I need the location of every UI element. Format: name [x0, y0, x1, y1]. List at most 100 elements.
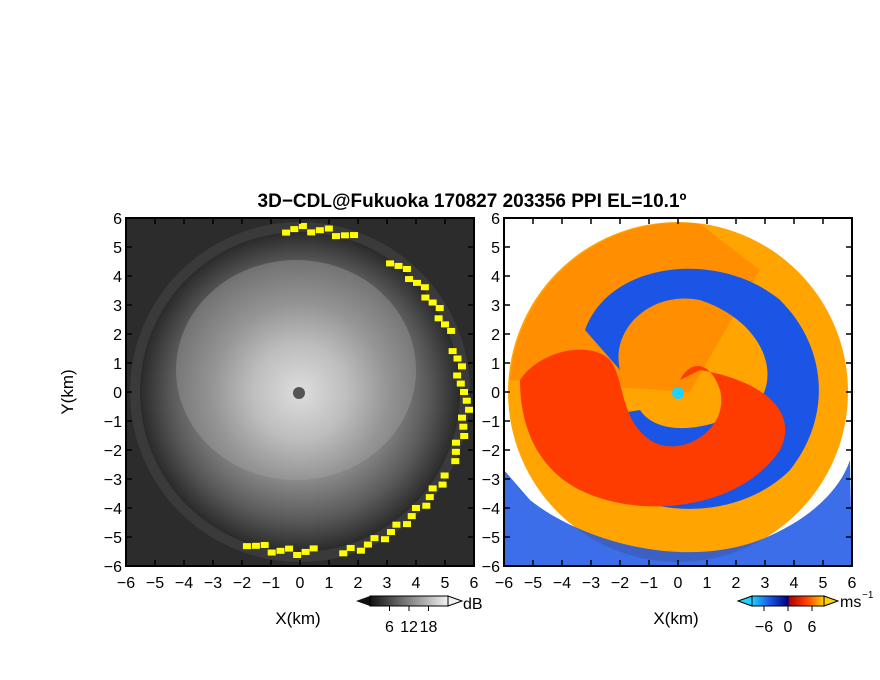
right-heatmap — [504, 218, 852, 566]
left-colorbar-ticks: 6 12 18 — [385, 606, 438, 636]
highlight-cell — [290, 226, 299, 233]
highlight-cell — [282, 229, 291, 236]
x-tick-label: 0 — [674, 575, 683, 592]
highlight-cell — [457, 363, 466, 370]
highlight-cell — [420, 284, 429, 291]
highlight-cell — [405, 276, 414, 283]
highlight-cell — [392, 521, 401, 528]
x-tick-label: 5 — [819, 575, 828, 592]
x-tick-label: −5 — [524, 575, 542, 592]
highlight-cell — [440, 472, 449, 479]
highlight-cell — [285, 545, 294, 552]
left-panel: −6 −5 −4 −3 −2 −1 0 1 2 3 4 5 6 6 5 4 3 2 1 0 −1 −2 −3 −4 −5 −6 X… — [58, 211, 479, 628]
left-colorbar: 6 12 18 dB — [356, 595, 483, 636]
x-tick-label: 1 — [703, 575, 712, 592]
y-tick-label: 0 — [491, 385, 500, 402]
highlight-cell — [339, 550, 348, 557]
highlight-cell — [363, 541, 372, 548]
y-tick-label: −4 — [104, 501, 122, 518]
highlight-cell — [435, 305, 444, 312]
highlight-cell — [462, 397, 471, 404]
y-tick-label: 5 — [113, 240, 122, 257]
highlight-cell — [260, 541, 269, 548]
x-tick-label: −2 — [233, 575, 251, 592]
highlight-cell — [276, 547, 285, 554]
highlight-cell — [309, 545, 318, 552]
y-tick-label: 3 — [491, 298, 500, 315]
y-tick-label: −5 — [482, 530, 500, 547]
highlight-cell — [421, 294, 430, 301]
right-axes: −6 −5 −4 −3 −2 −1 0 1 2 3 4 5 6 6 5 4 3 2 1 0 −1 −2 −3 −4 −5 −6 — [482, 211, 857, 592]
highlight-cell — [457, 414, 466, 421]
highlight-cell — [441, 321, 450, 328]
highlight-cell — [386, 260, 395, 267]
colorbar-tick-label: 6 — [385, 619, 394, 636]
highlight-cell — [301, 548, 310, 555]
left-colorbar-low-arrow — [356, 596, 370, 606]
left-y-axis-label: Y(km) — [58, 369, 77, 414]
highlight-cell — [370, 535, 379, 542]
left-highlight-arc — [242, 223, 474, 558]
left-colorbar-high-arrow — [447, 595, 464, 607]
highlight-cell — [356, 547, 365, 554]
x-tick-label: 6 — [848, 575, 857, 592]
colorbar-tick-label: 6 — [808, 619, 817, 636]
right-x-axis-label: X(km) — [653, 609, 698, 628]
right-panel: −6 −5 −4 −3 −2 −1 0 1 2 3 4 5 6 6 5 4 3 2 1 0 −1 −2 −3 −4 −5 −6 X… — [482, 211, 857, 628]
x-tick-label: 3 — [383, 575, 392, 592]
highlight-cell — [293, 551, 302, 558]
colorbar-tick-label: −6 — [755, 619, 773, 636]
highlight-cell — [448, 348, 457, 355]
right-positive-velocity — [520, 349, 786, 507]
highlight-cell — [381, 536, 389, 543]
right-colorbar: −6 0 6 ms −1 — [736, 590, 874, 636]
x-tick-label: −2 — [611, 575, 629, 592]
x-tick-label: −3 — [204, 575, 222, 592]
x-tick-label: 0 — [296, 575, 305, 592]
y-tick-label: −4 — [482, 501, 500, 518]
y-tick-label: −2 — [482, 443, 500, 460]
x-tick-label: 2 — [354, 575, 363, 592]
highlight-cell — [465, 406, 474, 413]
highlight-cell — [451, 439, 460, 446]
x-tick-label: −3 — [582, 575, 600, 592]
highlight-cell — [298, 223, 307, 230]
x-tick-label: 4 — [790, 575, 799, 592]
y-tick-label: 6 — [491, 211, 500, 228]
highlight-cell — [428, 299, 437, 306]
highlight-cell — [447, 327, 456, 334]
x-tick-label: −4 — [175, 575, 193, 592]
x-tick-label: −6 — [495, 575, 513, 592]
highlight-cell — [407, 513, 416, 520]
highlight-cell — [386, 529, 395, 536]
right-colorbar-ramp — [751, 595, 825, 607]
x-tick-label: 4 — [412, 575, 421, 592]
y-tick-label: −3 — [482, 472, 500, 489]
right-colorbar-unit: ms — [840, 594, 861, 611]
left-bright-core — [176, 260, 416, 480]
right-colorbar-ticks: −6 0 6 — [755, 606, 817, 636]
y-tick-label: 0 — [113, 385, 122, 402]
x-tick-label: 5 — [441, 575, 450, 592]
highlight-cell — [451, 448, 460, 455]
highlight-cell — [460, 432, 469, 439]
y-tick-label: −2 — [104, 443, 122, 460]
y-tick-label: 6 — [113, 211, 122, 228]
highlight-cell — [438, 481, 447, 488]
highlight-cell — [350, 232, 359, 239]
highlight-cell — [340, 232, 349, 239]
highlight-cell — [460, 389, 468, 395]
right-colorbar-high-arrow — [823, 595, 840, 607]
y-tick-label: 2 — [491, 327, 500, 344]
highlight-cell — [242, 543, 251, 550]
x-tick-label: −5 — [146, 575, 164, 592]
left-axes: −6 −5 −4 −3 −2 −1 0 1 2 3 4 5 6 6 5 4 3 2 1 0 −1 −2 −3 −4 −5 −6 — [104, 211, 479, 592]
right-colorbar-low-arrow — [736, 595, 753, 607]
y-tick-label: 1 — [491, 356, 500, 373]
x-tick-label: −4 — [553, 575, 571, 592]
y-tick-label: 4 — [491, 269, 500, 286]
highlight-cell — [331, 233, 340, 240]
left-colorbar-unit: dB — [463, 596, 483, 613]
highlight-cell — [251, 542, 260, 549]
